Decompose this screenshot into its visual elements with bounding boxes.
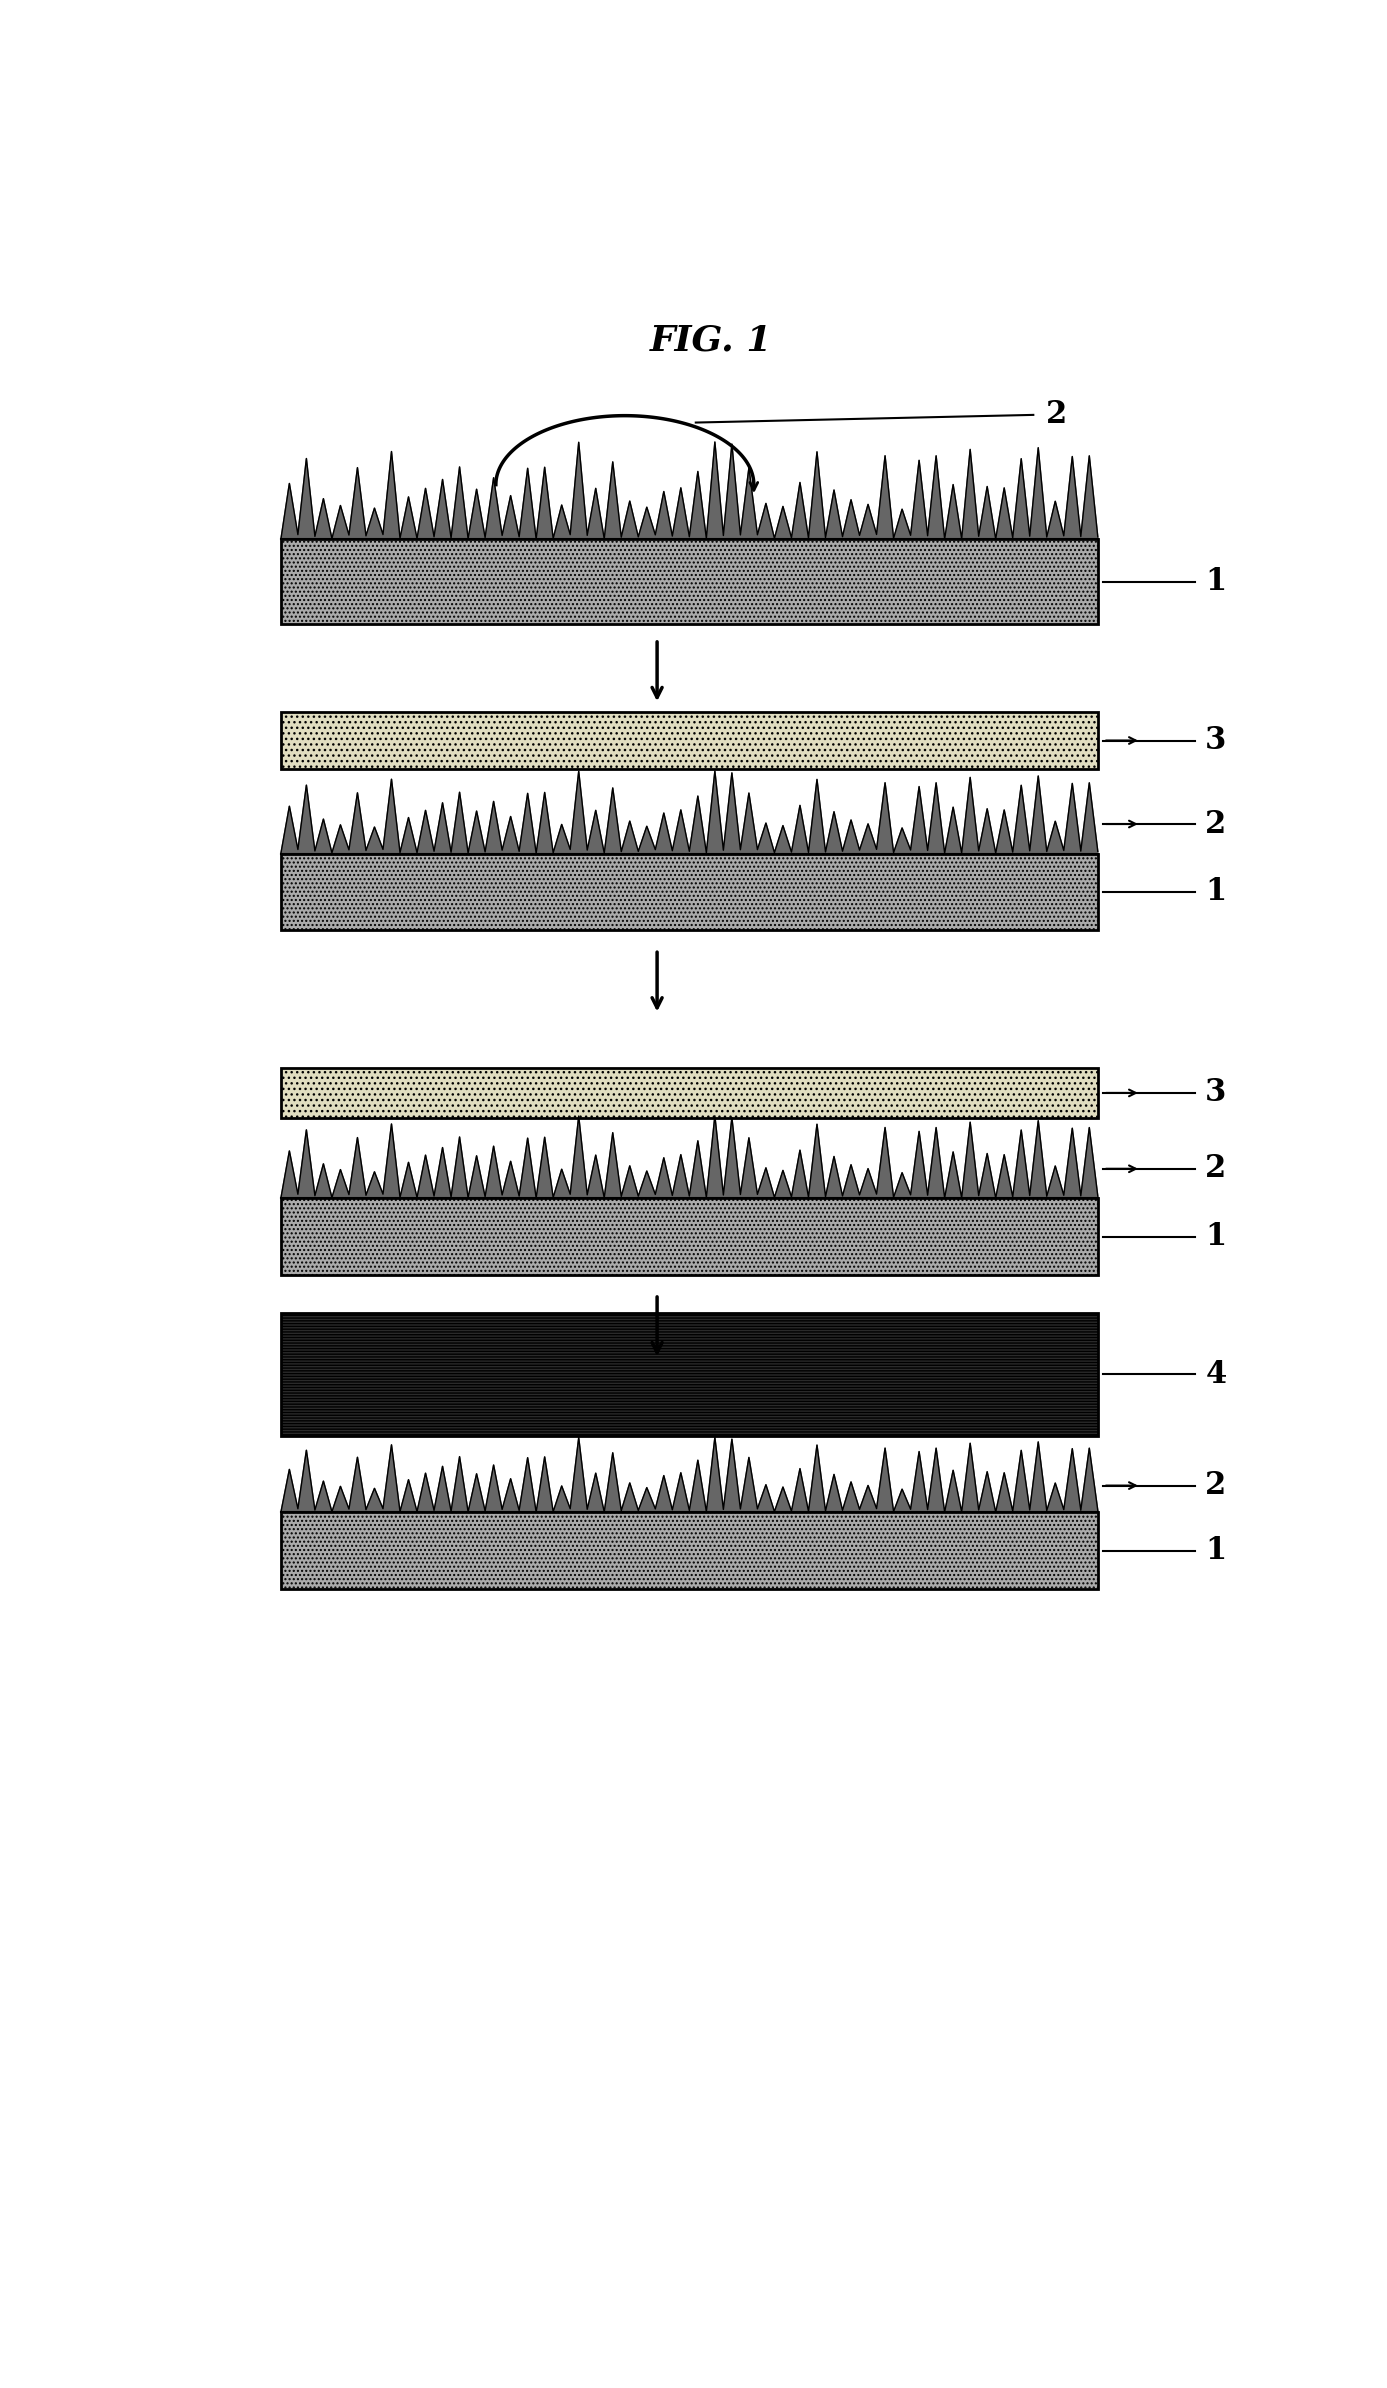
Polygon shape — [280, 771, 1099, 853]
Text: 1: 1 — [1205, 876, 1226, 907]
Bar — [280, 1199, 1099, 1275]
Text: 1: 1 — [1205, 1220, 1226, 1251]
Bar — [280, 1512, 1099, 1588]
Text: 3: 3 — [1205, 726, 1226, 757]
Bar — [280, 540, 1099, 623]
Text: 1: 1 — [1205, 1535, 1226, 1567]
Polygon shape — [280, 442, 1099, 540]
Text: 4: 4 — [1205, 1359, 1226, 1390]
Text: 3: 3 — [1205, 1077, 1226, 1108]
Polygon shape — [280, 1438, 1099, 1512]
Bar — [280, 853, 1099, 929]
Text: 2: 2 — [1205, 1471, 1226, 1502]
Text: 2: 2 — [1205, 810, 1226, 841]
Text: FIG. 1: FIG. 1 — [649, 322, 773, 358]
Text: 2: 2 — [1205, 1153, 1226, 1184]
Text: 1: 1 — [1205, 566, 1226, 597]
Bar — [280, 1313, 1099, 1435]
Bar — [280, 712, 1099, 769]
Polygon shape — [280, 1115, 1099, 1199]
Bar — [280, 1067, 1099, 1118]
Text: 2: 2 — [1046, 399, 1068, 430]
